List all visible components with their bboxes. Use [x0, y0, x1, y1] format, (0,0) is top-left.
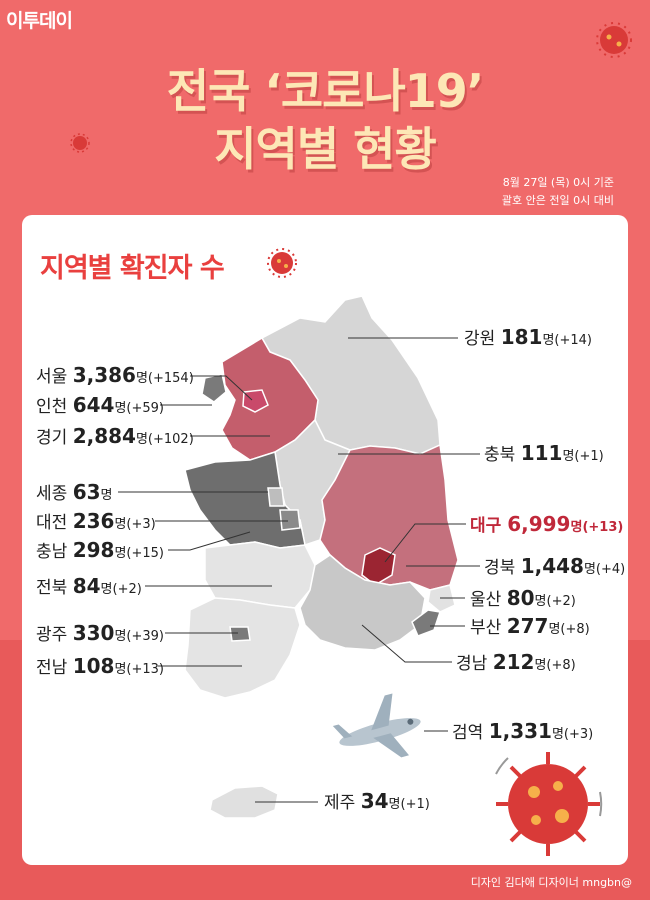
designer-credit: 디자인 김다애 디자이너 mngbn@ [470, 876, 632, 889]
region-busan [411, 609, 441, 637]
label-quarantine: 검역 1,331명(+3) [452, 719, 594, 743]
virus-icon-top-right [596, 22, 632, 58]
leader-lines [118, 337, 480, 803]
label-gyeongbuk: 경북 1,448명(+4) [484, 554, 626, 578]
title-line-2: 지역별 현황 [214, 122, 437, 176]
label-daejeon: 대전 236명(+3) [36, 509, 156, 533]
label-jeju: 제주 34명(+1) [324, 789, 430, 813]
region-jeju [209, 785, 279, 819]
region-daejeon [279, 509, 301, 531]
region-seoul [242, 389, 269, 413]
virus-icon-title [267, 248, 297, 278]
label-gangwon: 강원 181명(+14) [464, 325, 592, 349]
label-gyeongnam: 경남 212명(+8) [456, 650, 576, 674]
label-ulsan: 울산 80명(+2) [470, 586, 576, 610]
section-title: 지역별 확진자 수 [40, 253, 225, 284]
region-daegu [361, 547, 396, 586]
logo: 이투데이 [6, 10, 73, 32]
region-jeonnam [184, 597, 301, 699]
region-gyeongnam [299, 554, 426, 651]
label-incheon: 인천 644명(+59) [36, 393, 164, 417]
label-gyeonggi: 경기 2,884명(+102) [36, 424, 194, 448]
virus-icon-small [70, 133, 90, 153]
change-note: 괄호 안은 전일 0시 대비 [501, 194, 614, 207]
virus-icon-large [495, 752, 603, 856]
label-seoul: 서울 3,386명(+154) [36, 363, 194, 387]
label-jeonnam: 전남 108명(+13) [36, 654, 164, 678]
airplane-icon [332, 693, 421, 758]
region-gwangju [229, 626, 251, 642]
title-line-1: 전국 ‘코로나19’ [166, 64, 485, 118]
label-busan: 부산 277명(+8) [470, 614, 590, 638]
date-note: 8월 27일 (목) 0시 기준 [502, 176, 614, 189]
label-daegu: 대구 6,999명(+13) [470, 512, 624, 536]
region-incheon [201, 373, 227, 403]
region-sejong [267, 487, 285, 507]
label-sejong: 세종 63명 [36, 480, 113, 504]
label-gwangju: 광주 330명(+39) [36, 621, 164, 645]
label-chungbuk: 충북 111명(+1) [484, 441, 604, 465]
label-chungnam: 충남 298명(+15) [36, 538, 164, 562]
label-jeonbuk: 전북 84명(+2) [36, 574, 142, 598]
